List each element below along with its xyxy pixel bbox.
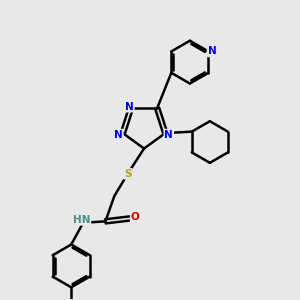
Text: O: O: [131, 212, 140, 222]
Text: N: N: [208, 46, 216, 56]
Text: N: N: [125, 102, 134, 112]
Text: S: S: [124, 169, 131, 179]
Text: N: N: [114, 130, 123, 140]
Text: HN: HN: [73, 215, 90, 225]
Text: N: N: [164, 130, 173, 140]
